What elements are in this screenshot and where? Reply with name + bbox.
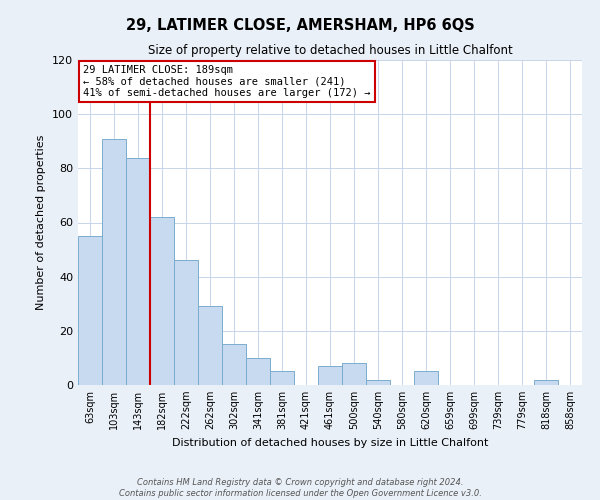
Bar: [150, 217, 174, 385]
Bar: [414, 372, 438, 385]
Bar: [342, 364, 366, 385]
X-axis label: Distribution of detached houses by size in Little Chalfont: Distribution of detached houses by size …: [172, 438, 488, 448]
Bar: [78, 236, 102, 385]
Bar: [198, 306, 222, 385]
Bar: [318, 366, 342, 385]
Text: 29 LATIMER CLOSE: 189sqm
← 58% of detached houses are smaller (241)
41% of semi-: 29 LATIMER CLOSE: 189sqm ← 58% of detach…: [83, 65, 371, 98]
Bar: [366, 380, 390, 385]
Bar: [246, 358, 270, 385]
Bar: [174, 260, 198, 385]
Bar: [102, 138, 126, 385]
Bar: [270, 372, 294, 385]
Text: 29, LATIMER CLOSE, AMERSHAM, HP6 6QS: 29, LATIMER CLOSE, AMERSHAM, HP6 6QS: [125, 18, 475, 32]
Bar: [534, 380, 558, 385]
Title: Size of property relative to detached houses in Little Chalfont: Size of property relative to detached ho…: [148, 44, 512, 58]
Y-axis label: Number of detached properties: Number of detached properties: [37, 135, 46, 310]
Bar: [222, 344, 246, 385]
Bar: [126, 158, 150, 385]
Text: Contains HM Land Registry data © Crown copyright and database right 2024.
Contai: Contains HM Land Registry data © Crown c…: [119, 478, 481, 498]
